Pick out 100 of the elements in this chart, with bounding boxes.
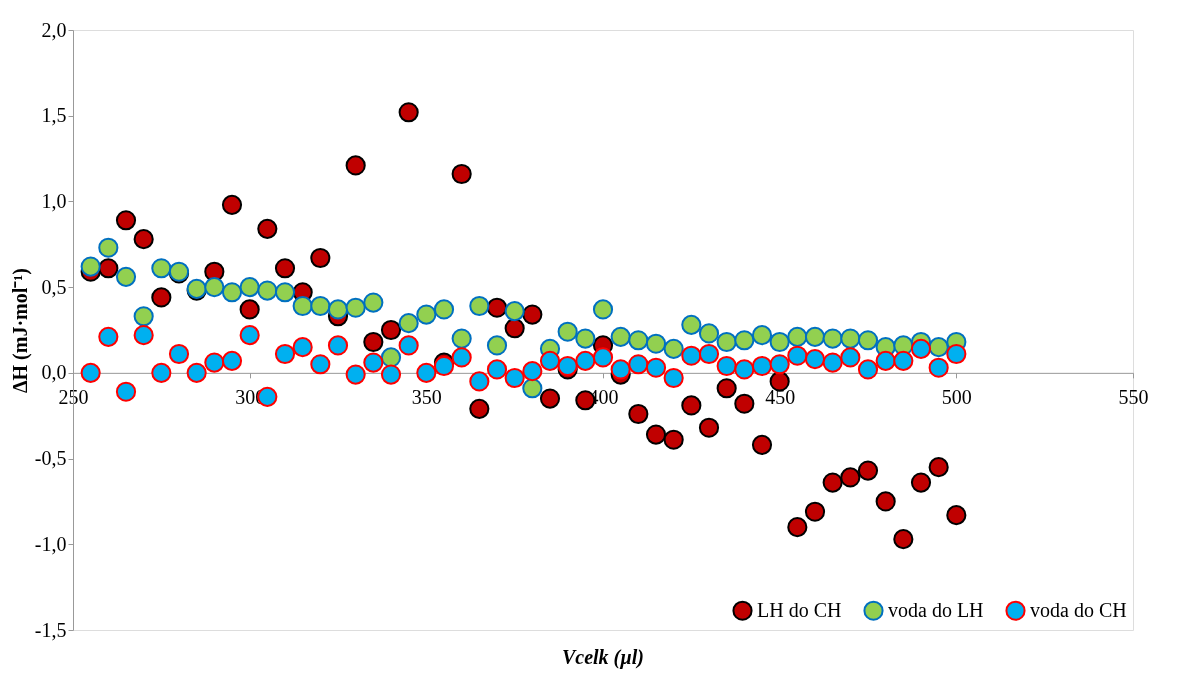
point xyxy=(787,326,808,347)
point xyxy=(363,352,384,373)
point xyxy=(327,335,349,356)
point xyxy=(751,434,773,455)
y-tick-label: 0,5 xyxy=(41,275,67,298)
point xyxy=(486,335,508,356)
point xyxy=(734,393,755,414)
point xyxy=(292,295,313,317)
point xyxy=(751,325,773,346)
point xyxy=(946,505,967,526)
point xyxy=(151,287,172,308)
point xyxy=(115,266,137,287)
x-tick-label: 250 xyxy=(58,386,89,409)
point xyxy=(345,155,366,176)
point xyxy=(769,354,790,375)
point xyxy=(504,301,525,322)
point xyxy=(716,331,737,353)
x-tick-label: 450 xyxy=(765,386,796,409)
point xyxy=(928,457,949,478)
point xyxy=(698,343,720,365)
point xyxy=(98,326,119,347)
point xyxy=(769,331,790,353)
point xyxy=(398,335,419,356)
point xyxy=(310,247,331,269)
point xyxy=(893,529,914,550)
point xyxy=(274,282,296,303)
point xyxy=(151,362,172,383)
point xyxy=(734,330,755,351)
point xyxy=(239,299,260,320)
point xyxy=(363,292,384,313)
point xyxy=(628,354,649,375)
point xyxy=(380,364,402,385)
point xyxy=(486,297,508,318)
point xyxy=(274,343,296,365)
point xyxy=(822,352,843,373)
point xyxy=(239,325,260,346)
point xyxy=(257,218,278,239)
point xyxy=(716,378,737,399)
point xyxy=(380,347,402,368)
point xyxy=(698,323,720,344)
y-axis-title: ΔH (mJ·mol⁻¹) xyxy=(8,268,32,393)
point xyxy=(628,330,649,351)
point xyxy=(327,299,349,320)
point xyxy=(98,237,119,258)
point xyxy=(98,258,119,279)
point xyxy=(469,295,490,317)
point xyxy=(928,357,949,378)
point xyxy=(204,277,225,298)
point xyxy=(398,313,419,334)
point xyxy=(610,326,631,347)
point xyxy=(363,331,384,353)
point xyxy=(221,194,243,215)
point xyxy=(681,395,702,416)
point xyxy=(663,367,684,389)
point xyxy=(133,306,154,327)
y-tick-label: -1,0 xyxy=(34,532,67,555)
point xyxy=(522,361,543,382)
point xyxy=(893,350,914,371)
point xyxy=(310,295,331,317)
y-tick-label: 0,0 xyxy=(41,361,67,384)
point xyxy=(522,378,543,399)
point xyxy=(610,359,631,380)
point xyxy=(716,355,737,377)
y-tick-label: -0,5 xyxy=(34,447,67,470)
point xyxy=(345,364,366,385)
point xyxy=(734,359,755,380)
point xyxy=(645,357,667,378)
point xyxy=(486,359,508,380)
y-tick-label: -1,5 xyxy=(34,618,67,641)
point xyxy=(345,297,366,318)
point xyxy=(469,398,490,419)
point xyxy=(857,359,879,380)
point xyxy=(416,304,437,325)
point xyxy=(221,282,243,303)
x-tick-label: 350 xyxy=(411,386,442,409)
point xyxy=(769,371,790,392)
point xyxy=(239,277,260,298)
legend-label: voda do LH xyxy=(888,598,984,621)
point xyxy=(663,429,684,450)
point xyxy=(857,330,879,351)
point xyxy=(204,352,225,373)
legend-label: LH do CH xyxy=(757,598,842,621)
point xyxy=(274,258,296,279)
point xyxy=(910,338,932,359)
point xyxy=(257,280,278,301)
point xyxy=(645,424,667,445)
point xyxy=(151,258,172,279)
point xyxy=(751,355,773,377)
y-tick-label: 2,0 xyxy=(41,18,67,41)
point xyxy=(416,362,437,383)
point xyxy=(840,347,861,368)
point xyxy=(875,350,896,371)
point xyxy=(840,328,861,349)
point xyxy=(645,333,667,354)
point xyxy=(804,326,826,347)
legend-label: voda do CH xyxy=(1030,598,1127,621)
point xyxy=(115,381,137,402)
point xyxy=(433,299,455,320)
point xyxy=(221,350,243,371)
y-tick-label: 1,0 xyxy=(41,189,67,212)
